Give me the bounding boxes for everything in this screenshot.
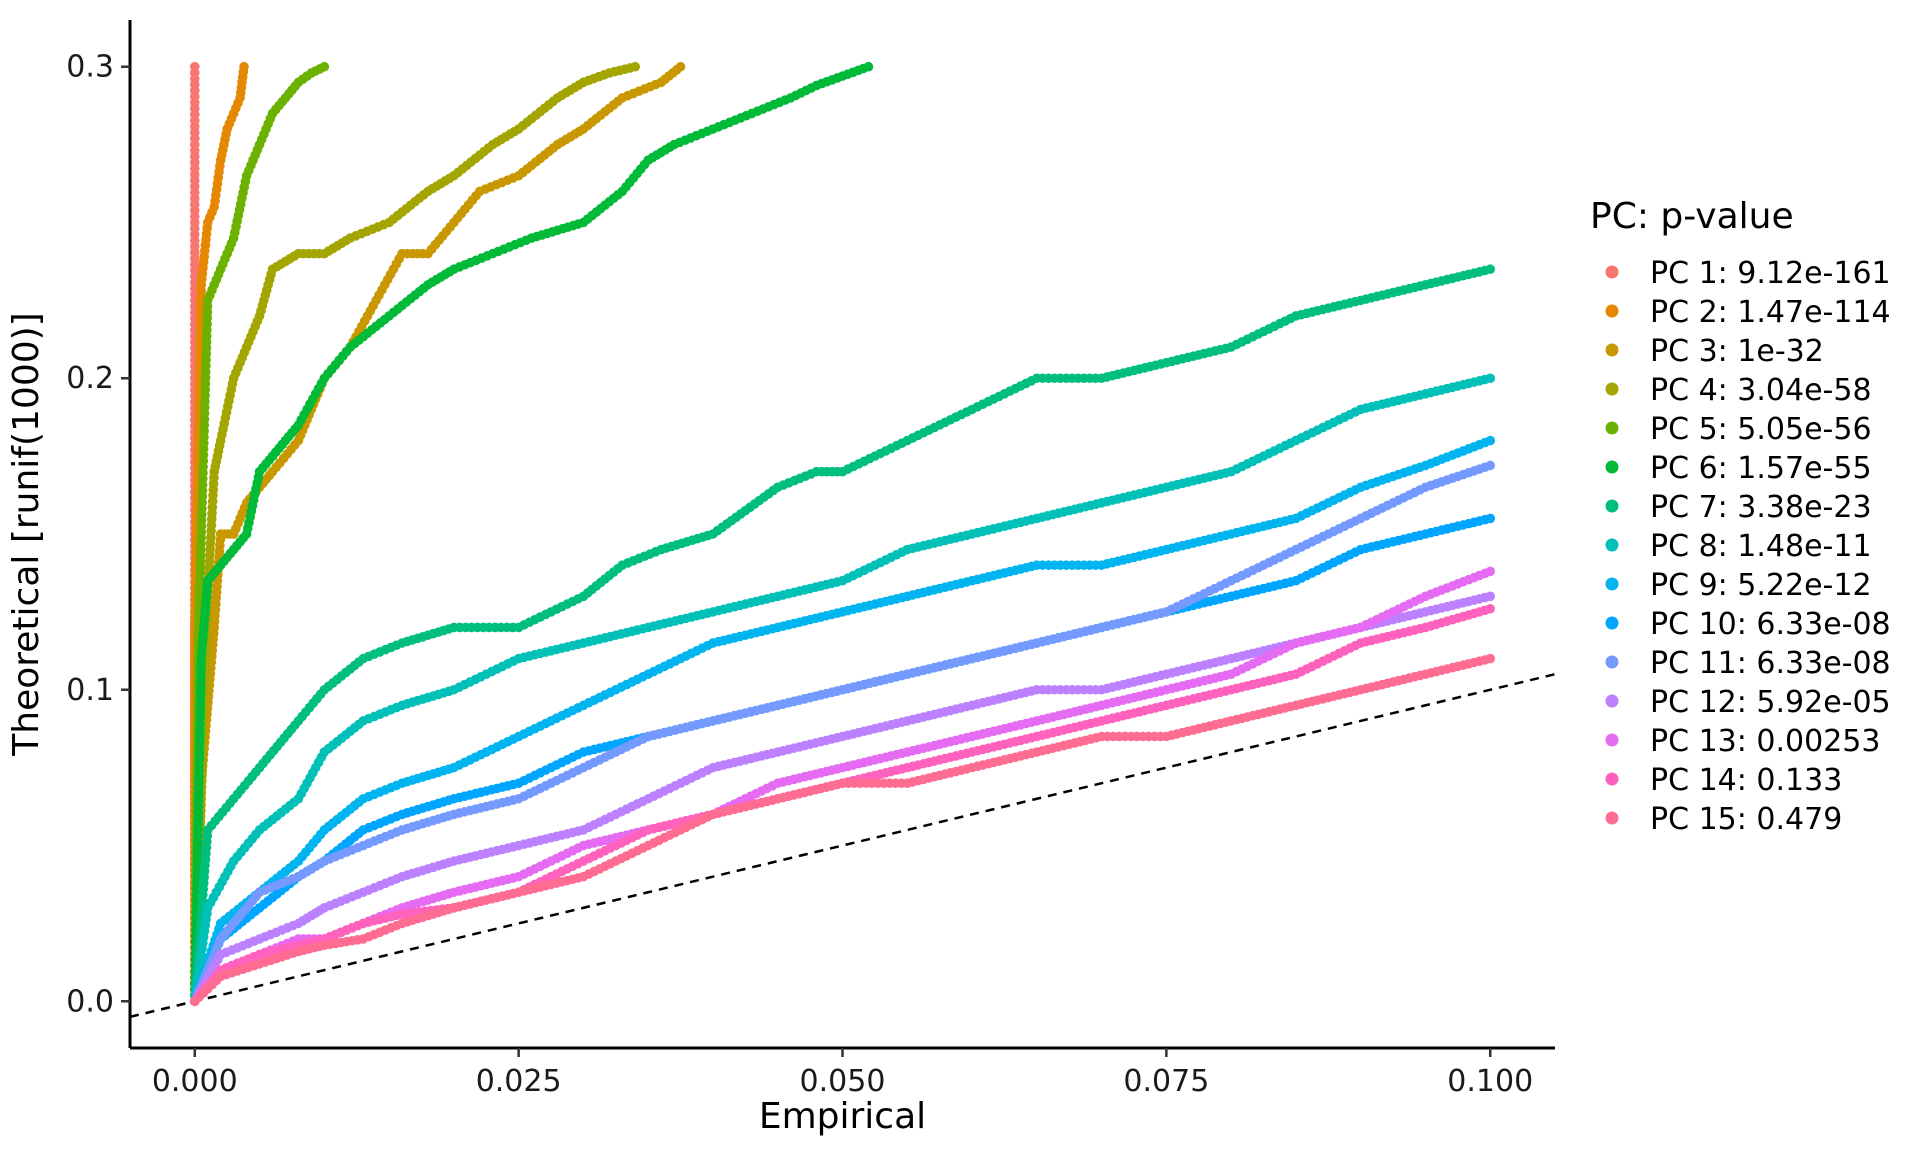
legend-label: PC 11: 6.33e-08 xyxy=(1650,646,1891,681)
legend-key xyxy=(1605,733,1619,747)
legend-label: PC 6: 1.57e-55 xyxy=(1650,451,1872,486)
x-tick-label: 0.100 xyxy=(1447,1064,1533,1099)
legend-key xyxy=(1605,499,1619,513)
data-point xyxy=(1485,513,1496,524)
data-point xyxy=(239,61,249,72)
legend-label: PC 8: 1.48e-11 xyxy=(1650,529,1872,564)
series-8 xyxy=(189,373,1496,1007)
series-7 xyxy=(189,264,1496,1007)
series-11 xyxy=(189,460,1496,1007)
legend-key xyxy=(1605,811,1619,825)
ticks-layer: 0.000 0.025 0.050 0.075 0.100 0.0 0.1 0.2 0.3 xyxy=(66,50,1533,1099)
series-13 xyxy=(189,566,1496,1007)
legend-label: PC 5: 5.05e-56 xyxy=(1650,412,1872,447)
x-tick-label: 0.025 xyxy=(476,1064,562,1099)
data-point xyxy=(1485,653,1496,664)
legend-key xyxy=(1605,655,1619,669)
reference-line xyxy=(129,672,1556,1019)
legend-label: PC 4: 3.04e-58 xyxy=(1650,373,1872,408)
data-point xyxy=(1485,435,1496,446)
data-point xyxy=(630,61,641,72)
data-point xyxy=(1485,566,1496,577)
points-layer xyxy=(189,61,1496,1007)
legend-label: PC 2: 1.47e-114 xyxy=(1650,295,1891,330)
legend-label: PC 13: 0.00253 xyxy=(1650,724,1880,759)
data-point xyxy=(1485,264,1496,275)
legend-key xyxy=(1605,421,1619,435)
data-point xyxy=(1485,460,1496,471)
legend-key xyxy=(1605,616,1619,630)
legend-label: PC 10: 6.33e-08 xyxy=(1650,607,1891,642)
y-axis-title: Theoretical [runif(1000)] xyxy=(6,312,47,756)
legend-key xyxy=(1605,772,1619,786)
data-point xyxy=(1485,373,1496,384)
legend-key xyxy=(1605,460,1619,474)
data-point xyxy=(189,61,200,72)
legend-label: PC 7: 3.38e-23 xyxy=(1650,490,1872,525)
legend-label: PC 15: 0.479 xyxy=(1650,802,1842,837)
legend-key xyxy=(1605,577,1619,591)
y-tick-label: 0.0 xyxy=(66,984,114,1019)
legend-title: PC: p-value xyxy=(1590,196,1794,237)
series-14 xyxy=(189,603,1496,1007)
data-point xyxy=(1485,603,1496,614)
series-15 xyxy=(189,653,1496,1007)
y-tick-label: 0.1 xyxy=(66,673,114,708)
reference-line-layer xyxy=(129,672,1556,1019)
legend-label: PC 1: 9.12e-161 xyxy=(1650,256,1891,291)
legend-label: PC 9: 5.22e-12 xyxy=(1650,568,1872,603)
x-tick-label: 0.000 xyxy=(152,1064,238,1099)
data-point xyxy=(675,61,686,72)
x-tick-label: 0.075 xyxy=(1123,1064,1209,1099)
data-point xyxy=(863,61,874,72)
legend-label: PC 14: 0.133 xyxy=(1650,763,1842,798)
legend-key xyxy=(1605,538,1619,552)
legend-key xyxy=(1605,694,1619,708)
legend-key xyxy=(1605,265,1619,279)
axes-layer xyxy=(128,20,1555,1050)
legend-key xyxy=(1605,382,1619,396)
legend-key xyxy=(1605,343,1619,357)
legend-key xyxy=(1605,304,1619,318)
legend: PC: p-value PC 1: 9.12e-161 PC 2: 1.47e-1… xyxy=(1590,196,1891,837)
x-axis-title: Empirical xyxy=(759,1096,926,1137)
x-tick-label: 0.050 xyxy=(800,1064,886,1099)
data-point xyxy=(1485,591,1496,602)
legend-label: PC 12: 5.92e-05 xyxy=(1650,685,1891,720)
y-tick-label: 0.3 xyxy=(66,50,114,85)
y-tick-label: 0.2 xyxy=(66,361,114,396)
legend-label: PC 3: 1e-32 xyxy=(1650,334,1824,369)
series-9 xyxy=(189,435,1496,1007)
series-6 xyxy=(189,61,874,1007)
data-point xyxy=(319,61,330,72)
